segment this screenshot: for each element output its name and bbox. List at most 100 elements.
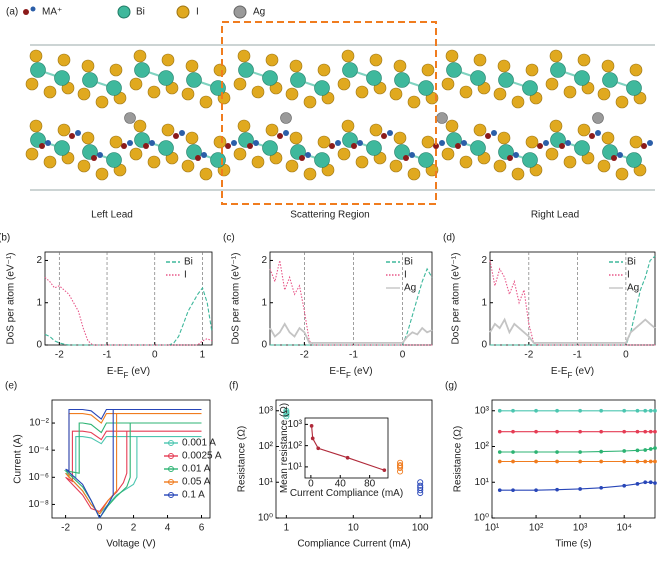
point-marker <box>643 459 648 464</box>
iodine-atom <box>285 87 299 101</box>
legend-label: I <box>184 270 187 281</box>
iodine-atom <box>185 131 199 145</box>
x-tick-label: 1 <box>200 350 206 361</box>
iodine-atom <box>549 49 563 63</box>
plot-frame <box>51 399 211 519</box>
silver-atom <box>280 112 292 124</box>
y-tick-label: 10² <box>475 441 490 452</box>
point-marker <box>635 408 640 413</box>
point-marker <box>578 459 582 464</box>
bismuth-atom <box>106 80 122 96</box>
y-axis-label: DoS per atom (eV⁻¹) <box>231 253 242 345</box>
nitrogen-atom <box>179 130 185 136</box>
y-tick-label: 10³ <box>288 419 303 430</box>
carbon-atom <box>39 143 45 149</box>
iodine-atom <box>251 85 265 99</box>
carbon-atom <box>485 133 491 139</box>
series-line <box>65 413 202 515</box>
scatter-point <box>417 482 424 489</box>
y-axis-label: Current (A) <box>13 434 24 483</box>
iodine-atom <box>355 155 369 169</box>
carbon-atom <box>507 155 513 161</box>
crystal-structure <box>25 49 653 181</box>
iodine-atom <box>161 123 175 137</box>
carbon-atom <box>589 133 595 139</box>
iodine-atom <box>43 155 57 169</box>
point-marker <box>345 455 350 460</box>
y-tick-label: 10³ <box>475 405 490 416</box>
iodine-atom <box>147 155 161 169</box>
series-line <box>63 422 202 519</box>
point-marker <box>648 459 653 464</box>
y-tick-label: 10⁰ <box>474 513 489 524</box>
carbon-atom <box>69 133 75 139</box>
iodine-atom <box>185 59 199 73</box>
point-marker <box>643 448 648 452</box>
bismuth-atom <box>158 140 174 156</box>
x-tick-label: 10¹ <box>485 523 500 534</box>
iodine-atom <box>265 123 279 137</box>
iodine-atom <box>493 87 507 101</box>
nitrogen-atom <box>357 140 363 146</box>
bismuth-atom <box>210 80 226 96</box>
point-marker <box>648 429 653 434</box>
carbon-atom <box>329 143 335 149</box>
series-line <box>65 408 202 519</box>
iodine-atom <box>407 95 421 109</box>
nitrogen-atom <box>97 152 103 158</box>
iodine-atom <box>511 95 525 109</box>
iodine-atom <box>441 77 455 91</box>
legend-text: I <box>196 7 199 18</box>
iodine-atom <box>95 95 109 109</box>
y-tick-label: 1 <box>36 297 42 308</box>
iodine-atom <box>81 131 95 145</box>
bismuth-atom <box>54 70 70 86</box>
iodine-atom <box>545 77 559 91</box>
x-axis-label-part: (eV) <box>351 366 373 377</box>
legend-label: 0.05 A <box>182 477 211 488</box>
x-axis-label-part: F <box>568 371 573 380</box>
point-marker <box>622 449 627 453</box>
x-axis-label-part: (eV) <box>572 366 594 377</box>
x-axis-label: E-EF (eV) <box>551 366 594 380</box>
point-marker <box>578 408 582 413</box>
legend-text: Ag <box>253 7 265 18</box>
x-tick-label: 10³ <box>573 523 588 534</box>
iodine-atom <box>337 77 351 91</box>
series-line <box>499 447 656 453</box>
point-marker <box>534 429 538 434</box>
iodine-atom <box>441 147 455 161</box>
point-marker <box>599 459 604 464</box>
nitrogen-atom <box>647 140 653 146</box>
panel-label: (f) <box>229 381 238 392</box>
point-marker <box>653 429 657 434</box>
x-tick-label: 2 <box>131 523 137 534</box>
point-marker <box>578 429 582 434</box>
point-marker <box>653 408 657 413</box>
carbon-atom <box>143 143 149 149</box>
nitrogen-atom <box>409 152 415 158</box>
bismuth-atom <box>290 72 306 88</box>
point-marker <box>497 408 502 413</box>
panel-label: (c) <box>223 233 235 244</box>
nitrogen-atom <box>45 140 51 146</box>
iodine-atom <box>303 167 317 181</box>
panel-label: (d) <box>443 233 455 244</box>
y-tick-label: 0 <box>36 340 42 351</box>
iodine-atom <box>251 155 265 169</box>
point-marker <box>599 485 604 490</box>
nitrogen-atom <box>439 140 445 146</box>
point-marker <box>648 408 653 413</box>
legend-label: Ag <box>627 283 639 294</box>
iodine-atom <box>473 53 487 67</box>
iodine-atom <box>597 159 611 173</box>
point-marker <box>497 488 502 493</box>
iodine-atom <box>629 135 643 149</box>
bismuth-atom <box>470 70 486 86</box>
nitrogen-atom <box>201 152 207 158</box>
iodine-atom <box>25 147 39 161</box>
x-tick-label: 0 <box>623 350 629 361</box>
iodine-atom <box>161 53 175 67</box>
iodine-atom <box>77 159 91 173</box>
iodine-atom <box>545 147 559 161</box>
